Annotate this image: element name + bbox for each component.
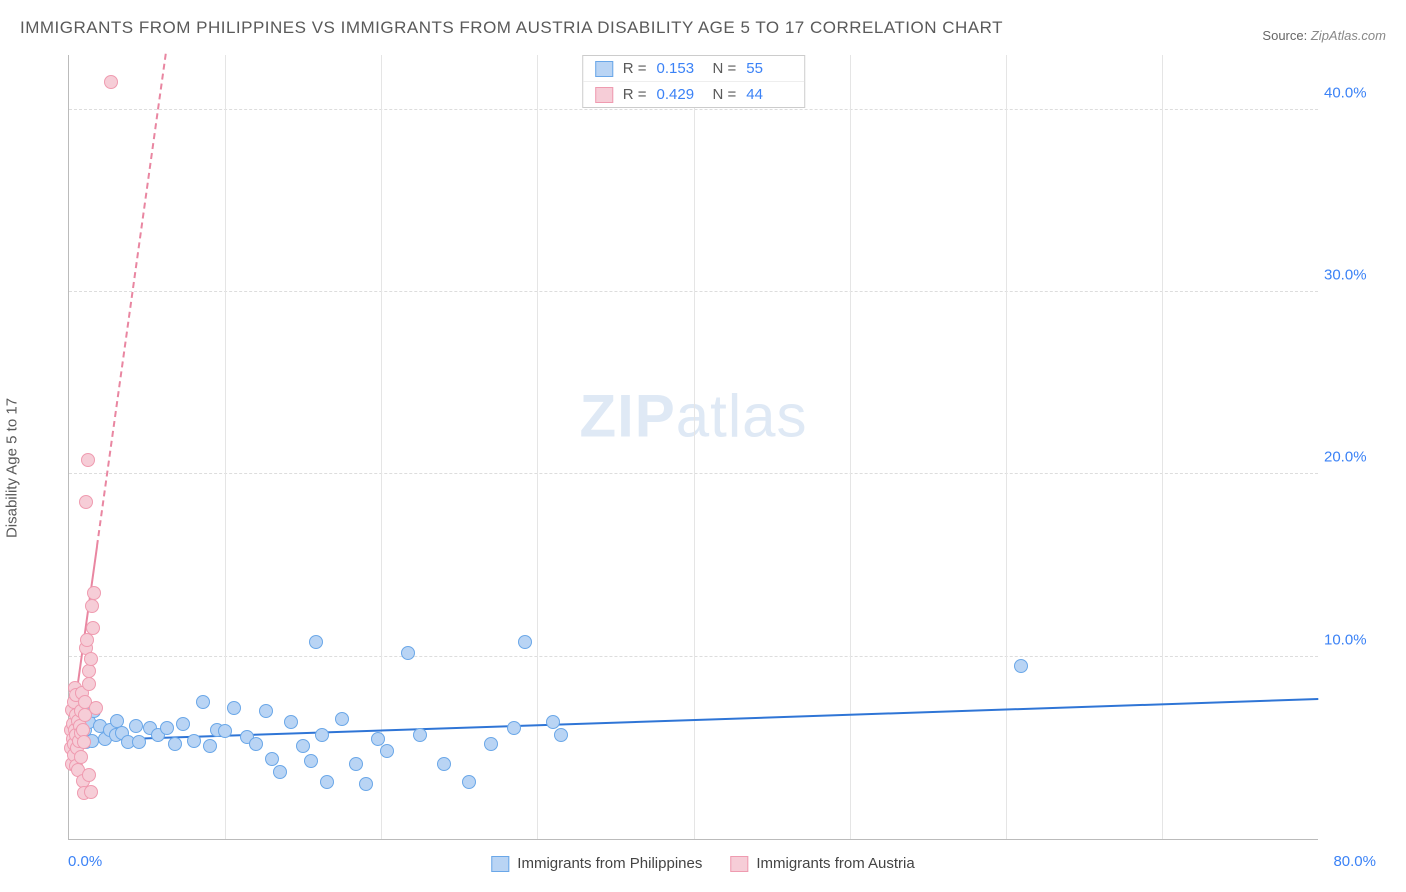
data-point <box>77 735 91 749</box>
legend-r-label: R = <box>623 60 647 77</box>
data-point <box>320 775 334 789</box>
data-point <box>203 739 217 753</box>
gridline-v <box>1162 55 1163 839</box>
data-point <box>265 752 279 766</box>
legend-r-value: 0.429 <box>657 86 703 103</box>
legend-series-item: Immigrants from Austria <box>730 855 914 872</box>
legend-n-value: 44 <box>746 86 792 103</box>
legend-swatch <box>595 61 613 77</box>
legend-r-label: R = <box>623 86 647 103</box>
data-point <box>554 728 568 742</box>
data-point <box>187 734 201 748</box>
gridline-v <box>694 55 695 839</box>
legend-r-value: 0.153 <box>657 60 703 77</box>
legend-series-label: Immigrants from Austria <box>756 855 914 872</box>
data-point <box>82 677 96 691</box>
data-point <box>1014 659 1028 673</box>
data-point <box>85 599 99 613</box>
watermark-rest: atlas <box>676 382 808 449</box>
data-point <box>304 754 318 768</box>
legend-correlation-row: R = 0.153 N = 55 <box>583 56 805 81</box>
data-point <box>462 775 476 789</box>
data-point <box>84 652 98 666</box>
legend-correlation-row: R = 0.429 N = 44 <box>583 81 805 107</box>
data-point <box>284 715 298 729</box>
x-tick-zero: 0.0% <box>68 853 102 870</box>
y-tick-label: 10.0% <box>1324 631 1378 648</box>
legend-swatch <box>595 87 613 103</box>
source-attribution: Source: ZipAtlas.com <box>1262 28 1386 43</box>
data-point <box>196 695 210 709</box>
y-axis-label: Disability Age 5 to 17 <box>4 397 21 537</box>
data-point <box>546 715 560 729</box>
data-point <box>79 495 93 509</box>
data-point <box>437 757 451 771</box>
data-point <box>74 750 88 764</box>
x-tick-max: 80.0% <box>1333 853 1376 870</box>
legend-series: Immigrants from Philippines Immigrants fr… <box>491 855 914 872</box>
y-tick-label: 40.0% <box>1324 84 1378 101</box>
gridline-v <box>850 55 851 839</box>
data-point <box>380 744 394 758</box>
data-point <box>273 765 287 779</box>
data-point <box>349 757 363 771</box>
data-point <box>413 728 427 742</box>
data-point <box>335 712 349 726</box>
data-point <box>507 721 521 735</box>
gridline-v <box>537 55 538 839</box>
y-tick-label: 20.0% <box>1324 449 1378 466</box>
data-point <box>168 737 182 751</box>
data-point <box>359 777 373 791</box>
data-point <box>80 633 94 647</box>
data-point <box>309 635 323 649</box>
gridline-v <box>381 55 382 839</box>
legend-n-label: N = <box>713 60 737 77</box>
legend-n-label: N = <box>713 86 737 103</box>
plot-area: ZIPatlas R =0.153N =55R =0.429N =44 10.0… <box>68 55 1318 840</box>
legend-swatch <box>730 856 748 872</box>
legend-swatch <box>491 856 509 872</box>
legend-correlation-box: R = 0.153 N = 55 R = 0.429 N = 44 <box>582 55 806 108</box>
data-point <box>81 453 95 467</box>
gridline-v <box>225 55 226 839</box>
data-point <box>227 701 241 715</box>
data-point <box>82 768 96 782</box>
legend-series-item: Immigrants from Philippines <box>491 855 702 872</box>
data-point <box>132 735 146 749</box>
data-point <box>87 586 101 600</box>
data-point <box>371 732 385 746</box>
data-point <box>518 635 532 649</box>
legend-n-value: 55 <box>746 60 792 77</box>
data-point <box>104 75 118 89</box>
chart-title: IMMIGRANTS FROM PHILIPPINES VS IMMIGRANT… <box>20 18 1003 38</box>
data-point <box>129 719 143 733</box>
data-point <box>296 739 310 753</box>
data-point <box>218 724 232 738</box>
y-tick-label: 30.0% <box>1324 267 1378 284</box>
data-point <box>176 717 190 731</box>
data-point <box>249 737 263 751</box>
gridline-v <box>1006 55 1007 839</box>
data-point <box>401 646 415 660</box>
data-point <box>160 721 174 735</box>
data-point <box>89 701 103 715</box>
data-point <box>484 737 498 751</box>
source-label: Source: <box>1262 28 1307 43</box>
data-point <box>84 785 98 799</box>
data-point <box>86 621 100 635</box>
source-value: ZipAtlas.com <box>1311 28 1386 43</box>
data-point <box>315 728 329 742</box>
chart-container: Disability Age 5 to 17 ZIPatlas R =0.153… <box>20 55 1386 880</box>
legend-series-label: Immigrants from Philippines <box>517 855 702 872</box>
watermark-bold: ZIP <box>579 382 675 449</box>
data-point <box>259 704 273 718</box>
